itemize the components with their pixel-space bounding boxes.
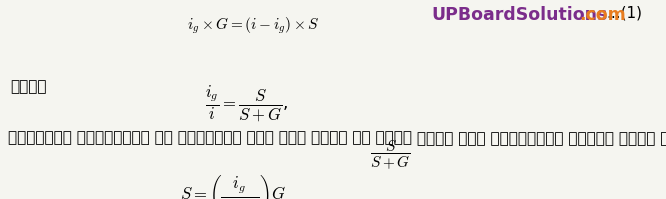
Text: UPBoardSolutions: UPBoardSolutions: [432, 6, 608, 24]
Text: .com: .com: [579, 6, 626, 24]
Text: ...(1): ...(1): [607, 6, 643, 21]
Text: वाँं भाग प्रवाहित होगा। पुनः समी। (1) से,: वाँं भाग प्रवाहित होगा। पुनः समी। (1) से…: [412, 130, 666, 145]
Text: $i_g \times G = (i - i_g) \times S$: $i_g \times G = (i - i_g) \times S$: [186, 16, 320, 36]
Text: इससे: इससे: [10, 80, 47, 95]
Text: $\dfrac{i_g}{i} = \dfrac{S}{S + G}$,: $\dfrac{i_g}{i} = \dfrac{S}{S + G}$,: [205, 84, 288, 123]
Text: $\dfrac{S}{S+G}$: $\dfrac{S}{S+G}$: [370, 138, 410, 172]
Text: अर्थात् धारामापी की कुण्डली में कुल धारा का केवल: अर्थात् धारामापी की कुण्डली में कुल धारा…: [8, 130, 417, 145]
Text: $S = \left(\dfrac{i_g}{i - i_g}\right)G$: $S = \left(\dfrac{i_g}{i - i_g}\right)G$: [180, 173, 286, 199]
